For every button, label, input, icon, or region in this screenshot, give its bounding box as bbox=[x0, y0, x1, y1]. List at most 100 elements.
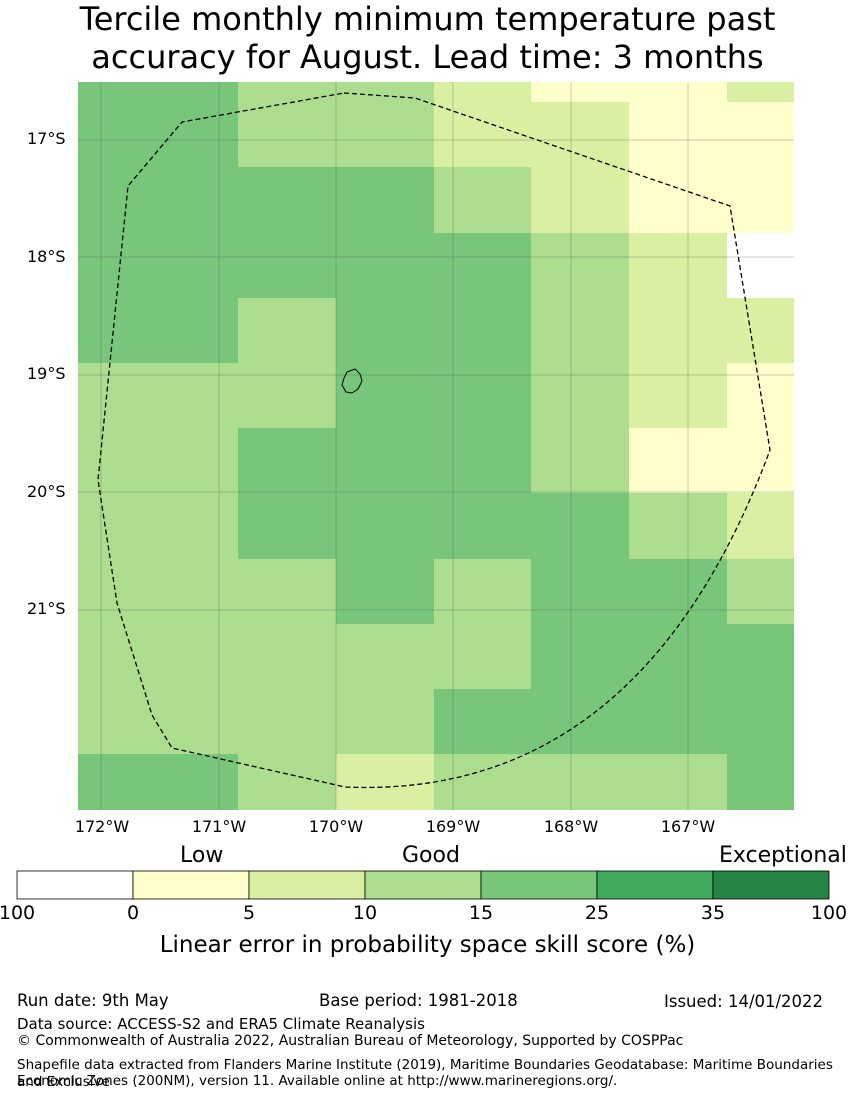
skill-cell bbox=[629, 102, 727, 167]
skill-cell bbox=[140, 624, 238, 689]
skill-cell bbox=[238, 689, 336, 754]
skill-cell bbox=[78, 624, 140, 689]
skill-cell bbox=[140, 233, 238, 298]
base-period: Base period: 1981-2018 bbox=[319, 991, 518, 1010]
skill-cell bbox=[78, 102, 140, 167]
skill-grid bbox=[78, 82, 794, 810]
skill-cell bbox=[727, 102, 794, 167]
skill-cell bbox=[336, 624, 434, 689]
colorbar-tick: 25 bbox=[584, 902, 610, 924]
skill-cell bbox=[727, 428, 794, 493]
skill-cell bbox=[140, 167, 238, 233]
skill-cell bbox=[531, 493, 629, 559]
run-date: Run date: 9th May bbox=[17, 991, 169, 1010]
skill-cell bbox=[629, 624, 727, 689]
skill-cell bbox=[434, 298, 531, 363]
colorbar-bin bbox=[712, 870, 830, 900]
skill-cell bbox=[727, 754, 794, 810]
skill-cell bbox=[629, 754, 727, 810]
skill-cell bbox=[727, 624, 794, 689]
skill-cell bbox=[434, 233, 531, 298]
skill-cell bbox=[140, 102, 238, 167]
skill-cell bbox=[531, 754, 629, 810]
skill-cell bbox=[336, 754, 434, 810]
lat-label-18s: 18°S bbox=[27, 247, 66, 266]
skill-cell bbox=[434, 559, 531, 624]
skill-cell bbox=[78, 559, 140, 624]
skill-cell bbox=[531, 102, 629, 167]
skill-cell bbox=[727, 167, 794, 233]
skill-cell bbox=[727, 298, 794, 363]
skill-cell bbox=[140, 754, 238, 810]
skill-cell bbox=[140, 689, 238, 754]
lon-label-168w: 168°W bbox=[543, 817, 599, 836]
skill-cell bbox=[531, 82, 629, 102]
shapefile-credit-line-1: Shapefile data extracted from Flanders M… bbox=[17, 1057, 833, 1090]
skill-cell bbox=[531, 689, 629, 754]
skill-cell bbox=[434, 363, 531, 428]
skill-cell bbox=[629, 82, 727, 102]
skill-cell bbox=[336, 167, 434, 233]
skill-cell bbox=[629, 559, 727, 624]
skill-cell bbox=[78, 82, 140, 102]
skill-cell bbox=[78, 298, 140, 363]
skill-cell bbox=[531, 298, 629, 363]
skill-cell bbox=[434, 493, 531, 559]
skill-cell bbox=[531, 624, 629, 689]
skill-cell bbox=[629, 298, 727, 363]
skill-cell bbox=[434, 102, 531, 167]
skill-cell bbox=[238, 428, 336, 493]
niue-island-outline bbox=[341, 368, 363, 394]
skill-cell bbox=[238, 754, 336, 810]
colorbar-bin bbox=[480, 870, 598, 900]
skill-cell bbox=[336, 102, 434, 167]
title-line-2: accuracy for August. Lead time: 3 months bbox=[91, 38, 764, 76]
skill-cell bbox=[336, 428, 434, 493]
skill-cell bbox=[238, 167, 336, 233]
skill-cell bbox=[531, 167, 629, 233]
colorbar-tick: 15 bbox=[468, 902, 494, 924]
skill-cell bbox=[140, 363, 238, 428]
skill-cell bbox=[238, 82, 336, 102]
skill-cell bbox=[238, 493, 336, 559]
colorbar-tick: 35 bbox=[700, 902, 726, 924]
colorbar-tick: 10 bbox=[352, 902, 378, 924]
lat-label-20s: 20°S bbox=[27, 482, 66, 501]
skill-cell bbox=[78, 233, 140, 298]
skill-cell bbox=[531, 233, 629, 298]
colorbar-label-low: Low bbox=[180, 843, 224, 868]
colorbar-tick: 100 bbox=[0, 902, 36, 924]
skill-cell bbox=[78, 754, 140, 810]
lon-label-172w: 172°W bbox=[74, 817, 130, 836]
skill-cell bbox=[727, 559, 794, 624]
lat-label-19s: 19°S bbox=[27, 364, 66, 383]
skill-cell bbox=[727, 233, 794, 298]
skill-cell bbox=[238, 363, 336, 428]
skill-cell bbox=[629, 428, 727, 493]
skill-cell bbox=[140, 428, 238, 493]
issued-date: Issued: 14/01/2022 bbox=[664, 992, 824, 1011]
skill-cell bbox=[434, 167, 531, 233]
colorbar-axis-label: Linear error in probability space skill … bbox=[159, 932, 696, 958]
skill-cell bbox=[78, 167, 140, 233]
skill-cell bbox=[78, 689, 140, 754]
lon-label-169w: 169°W bbox=[425, 817, 481, 836]
skill-cell bbox=[238, 102, 336, 167]
colorbar-tick: 5 bbox=[242, 902, 256, 924]
skill-cell bbox=[629, 233, 727, 298]
skill-cell bbox=[727, 493, 794, 559]
colorbar-bins bbox=[16, 870, 830, 900]
skill-cell bbox=[140, 559, 238, 624]
data-source: Data source: ACCESS-S2 and ERA5 Climate … bbox=[17, 1015, 425, 1033]
skill-cell bbox=[727, 689, 794, 754]
skill-cell bbox=[78, 428, 140, 493]
skill-cell bbox=[140, 82, 238, 102]
colorbar-bin bbox=[132, 870, 250, 900]
skill-cell bbox=[434, 754, 531, 810]
skill-cell bbox=[238, 233, 336, 298]
colorbar-tick: 0 bbox=[126, 902, 140, 924]
skill-cell bbox=[238, 298, 336, 363]
skill-cell bbox=[531, 363, 629, 428]
colorbar-bin bbox=[16, 870, 134, 900]
skill-cell bbox=[531, 428, 629, 493]
